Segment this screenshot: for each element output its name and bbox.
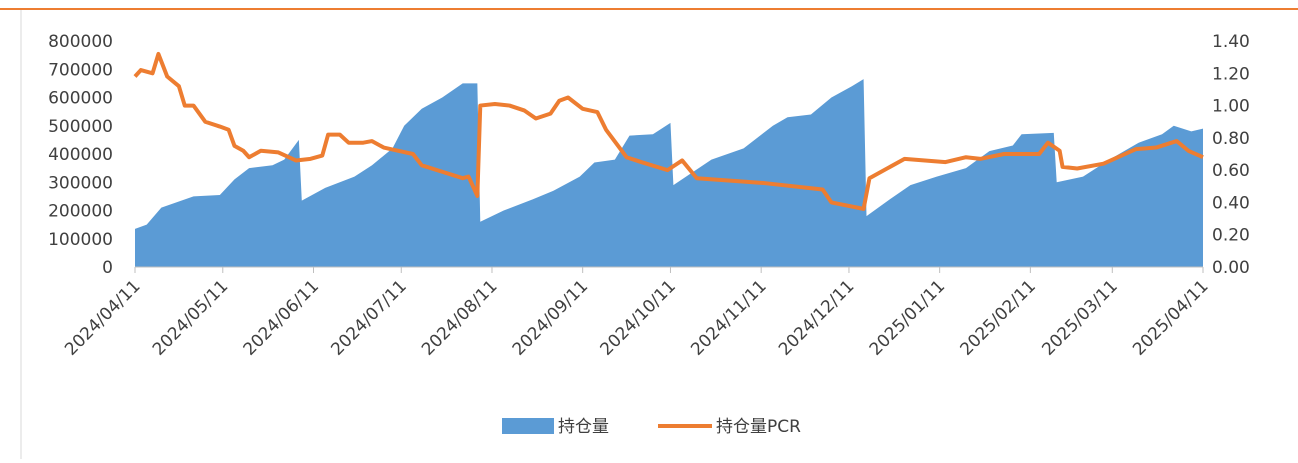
y-tick-label: 100000: [48, 230, 113, 250]
y2-tick-label: 0.40: [1212, 193, 1250, 213]
y2-tick-label: 0.00: [1212, 258, 1250, 278]
y-tick-label: 400000: [48, 145, 113, 165]
area: [135, 79, 1203, 267]
y2-tick-label: 1.00: [1212, 97, 1250, 117]
legend-swatch: [502, 418, 554, 434]
legend-label: 持仓量: [558, 417, 609, 437]
y2-tick-label: 1.20: [1212, 64, 1250, 84]
y-tick-label: 0: [102, 258, 113, 278]
y-tick-label: 500000: [48, 117, 113, 137]
y2-tick-label: 0.20: [1212, 226, 1250, 246]
y-tick-label: 700000: [48, 60, 113, 80]
y-tick-label: 600000: [48, 89, 113, 109]
y-tick-label: 300000: [48, 173, 113, 193]
y2-tick-label: 0.80: [1212, 129, 1250, 149]
y-tick-label: 800000: [48, 32, 113, 52]
y-tick-label: 200000: [48, 202, 113, 222]
y2-tick-label: 0.60: [1212, 161, 1250, 181]
y2-tick-label: 1.40: [1212, 32, 1250, 52]
line: [133, 51, 1204, 211]
legend-label: 持仓量PCR: [716, 417, 801, 437]
